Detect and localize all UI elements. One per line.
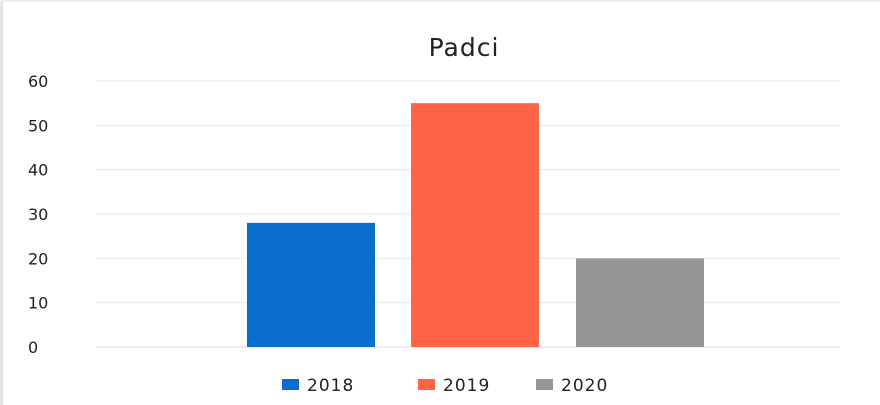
y-tick-label: 60 <box>28 72 48 91</box>
y-tick-label: 0 <box>28 338 38 357</box>
chart-title: Padci <box>429 33 500 62</box>
legend-item-2020: 2020 <box>536 376 608 396</box>
legend-swatch <box>282 379 299 390</box>
legend-item-2019: 2019 <box>418 376 490 396</box>
bars <box>247 103 704 348</box>
legend-swatch <box>536 379 553 390</box>
legend-label: 2019 <box>443 376 490 396</box>
legend-item-2018: 2018 <box>282 376 354 396</box>
frame-border-top <box>0 0 880 2</box>
bar-2019 <box>411 103 539 348</box>
bar-2020 <box>576 258 704 347</box>
y-tick-label: 20 <box>28 249 48 268</box>
y-tick-label: 30 <box>28 205 48 224</box>
legend-label: 2020 <box>561 376 608 396</box>
legend: 2018 2019 2020 <box>282 376 608 396</box>
y-tick-label: 10 <box>28 294 48 313</box>
legend-swatch <box>418 379 435 390</box>
bar-2018 <box>247 222 375 347</box>
y-tick-label: 50 <box>28 116 48 135</box>
frame-border-left <box>0 0 3 405</box>
legend-label: 2018 <box>307 376 354 396</box>
y-tick-label: 40 <box>28 161 48 180</box>
y-axis: 0 10 20 30 40 50 60 <box>28 72 48 357</box>
